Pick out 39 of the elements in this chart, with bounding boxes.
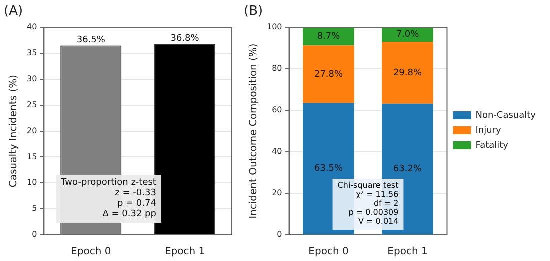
y-tick-label: 40 [26,22,38,32]
bar [303,46,354,104]
data-label: 63.5% [314,164,344,174]
x-tick-label: Epoch 0 [71,246,112,258]
chart-title: (B) [244,4,264,20]
y-axis-title: Incident Outcome Composition (%) [248,44,260,219]
legend-label: Non-Casualty [476,110,537,121]
y-tick-label: 10 [26,178,38,188]
y-axis-title: Casualty Incidents (%) [8,74,20,188]
y-tick-label: 35 [26,48,38,58]
y-tick-label: 100 [266,22,282,32]
y-tick-label: 25 [26,100,38,110]
annotation: Two-proportion z-test z = -0.33 p = 0.74 Δ = 0.32 pp [60,178,157,220]
data-label: 27.8% [314,70,344,80]
y-tick-label: 5 [32,204,38,214]
annotation: Chi-square test χ² = 11.56 df = 2 p = 0.00309 V = 0.014 [338,181,399,226]
data-label: 8.7% [317,32,341,42]
data-label: 36.5% [76,36,106,46]
x-tick-label: Epoch 1 [388,246,428,258]
y-tick-label: 15 [26,152,38,162]
y-tick-label: 60 [272,106,282,115]
bar [303,28,354,46]
y-tick-label: 0 [32,230,38,240]
legend-label: Fatality [476,140,510,151]
x-tick-label: Epoch 0 [308,246,349,258]
y-tick-label: 0 [277,230,282,240]
y-tick-label: 20 [26,126,38,136]
bar [382,42,434,104]
y-tick-label: 80 [272,64,282,74]
y-tick-label: 20 [272,188,282,198]
data-label: 36.8% [170,34,200,44]
chart-title: (A) [4,4,24,20]
x-tick-label: Epoch 1 [164,246,206,258]
y-tick-label: 40 [272,147,282,156]
legend-label: Injury [476,126,502,136]
data-label: 63.2% [393,164,422,175]
y-tick-label: 30 [26,74,38,84]
data-label: 29.8% [393,68,422,78]
data-label: 7.0% [396,30,420,40]
